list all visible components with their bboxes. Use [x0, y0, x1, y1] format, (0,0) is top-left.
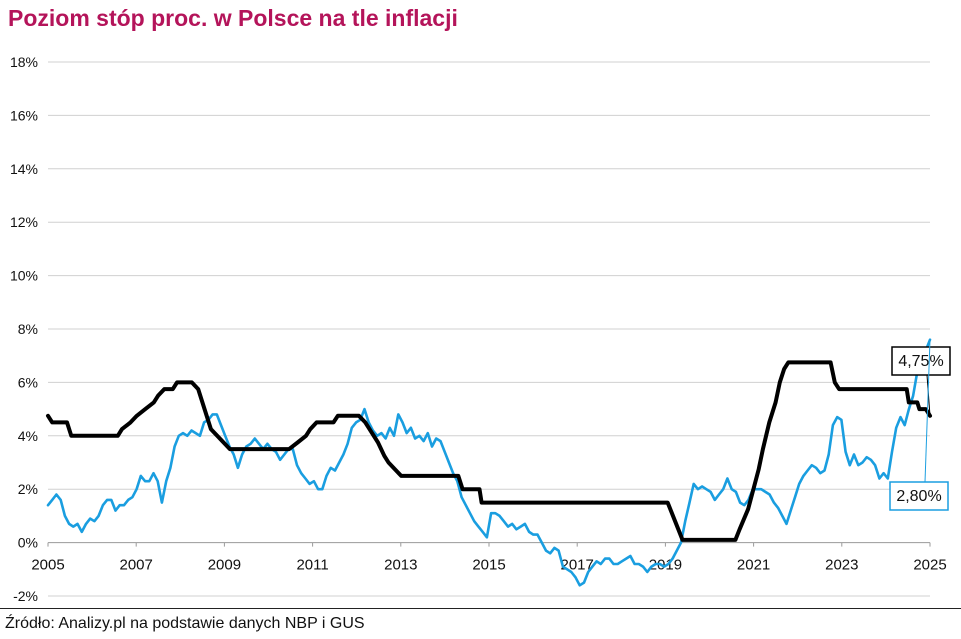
y-tick-label: 10%	[10, 268, 38, 284]
y-tick-label: 8%	[18, 321, 38, 337]
x-tick-label: 2013	[384, 557, 417, 574]
x-axis-ticks: 2005 2007 2009 2011 2013 2015 2017 2019 2021 2023…	[31, 542, 947, 574]
y-tick-label: 18%	[10, 54, 38, 70]
inflation-label-leader	[924, 339, 931, 483]
y-tick-label: 6%	[18, 374, 38, 390]
y-tick-label: 4%	[18, 428, 38, 444]
source-divider	[0, 608, 961, 609]
y-tick-label: 14%	[10, 161, 38, 177]
y-tick-label: -2%	[13, 588, 38, 604]
y-tick-label: 0%	[18, 535, 38, 551]
y-axis-ticks: -2% 0% 2% 4% 6% 8% 10% 12% 14% 16% 18%	[10, 54, 38, 604]
y-tick-label: 12%	[10, 214, 38, 230]
series-lines	[46, 338, 932, 587]
inflation-label-box	[889, 481, 949, 511]
inflation-end-label: 2,80%	[896, 488, 941, 505]
y-tick-label: 16%	[10, 107, 38, 123]
x-tick-label: 2015	[472, 557, 505, 574]
x-tick-label: 2021	[737, 557, 770, 574]
x-tick-label: 2011	[296, 557, 328, 574]
inflation-line	[46, 338, 932, 587]
rate-label-box	[891, 346, 951, 376]
x-tick-label: 2005	[31, 557, 64, 574]
x-tick-label: 2007	[120, 557, 153, 574]
grid-lines	[48, 61, 930, 597]
x-tick-label: 2009	[208, 557, 241, 574]
end-labels: 4,75% 2,80%	[889, 339, 951, 511]
rate-line	[46, 360, 932, 542]
rate-end-label: 4,75%	[898, 353, 943, 370]
x-tick-label: 2023	[825, 557, 858, 574]
source-note: Źródło: Analizy.pl na podstawie danych N…	[5, 615, 365, 632]
x-tick-label: 2025	[913, 557, 946, 574]
chart-title: Poziom stóp proc. w Polsce na tle inflac…	[8, 5, 458, 31]
y-tick-label: 2%	[18, 481, 38, 497]
